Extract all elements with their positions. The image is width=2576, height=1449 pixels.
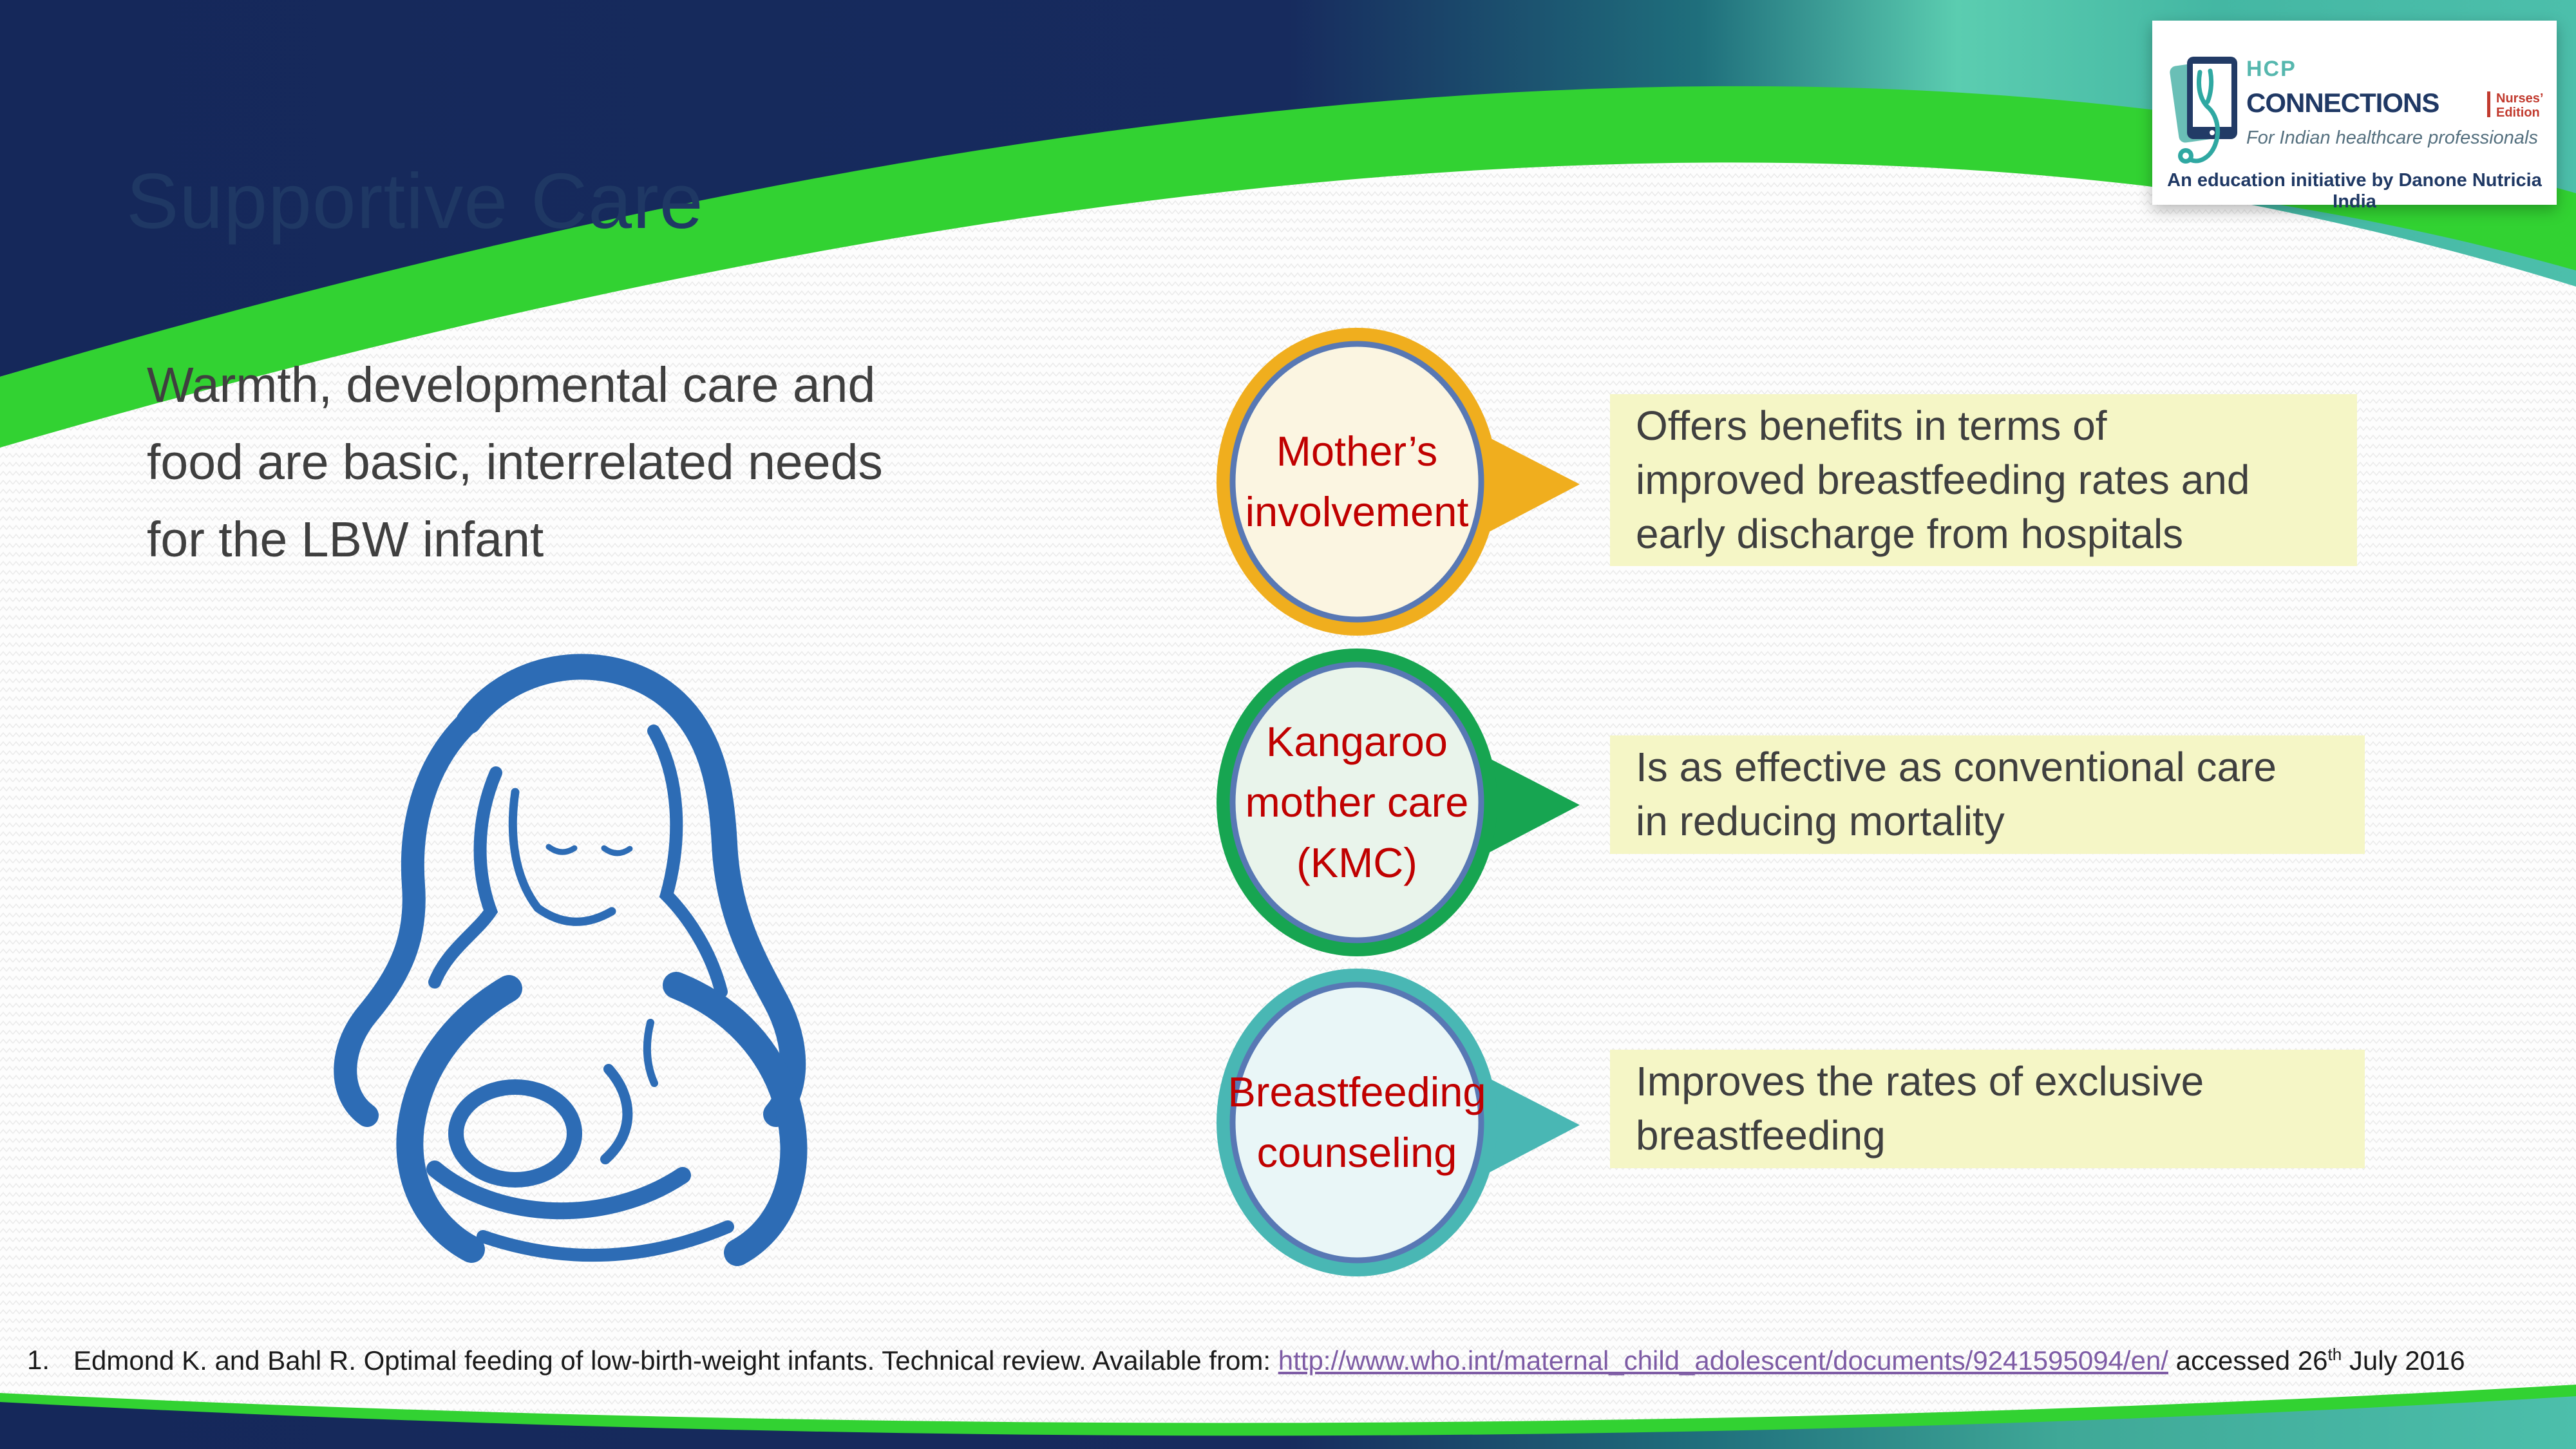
- tablet-stethoscope-icon: [2170, 57, 2237, 164]
- mother-breastfeeding-illustration: [334, 654, 808, 1266]
- bottom-banner: [0, 1385, 2576, 1449]
- bottom-banner-band: [0, 1391, 2576, 1449]
- footnote-number: 1.: [27, 1345, 50, 1375]
- footnote: 1. Edmond K. and Bahl R. Optimal feeding…: [27, 1345, 2539, 1376]
- footnote-text: Edmond K. and Bahl R. Optimal feeding of…: [73, 1345, 2465, 1376]
- description-box: Offers benefits in terms of improved bre…: [1610, 394, 2357, 567]
- circle-arrow-shape: [1217, 649, 1580, 956]
- logo-connections-text: CONNECTIONS: [2246, 88, 2439, 118]
- logo-divider: [2487, 91, 2490, 117]
- diagram-item-mothers-involvement: Mother’s involvement: [1216, 327, 1583, 636]
- circle-label: Kangaroo mother care (KMC): [1245, 717, 1469, 887]
- circle-arrow-shape: [1217, 328, 1580, 636]
- description-box: Improves the rates of exclusive breastfe…: [1610, 1050, 2365, 1168]
- intro-text: Warmth, developmental care and food are …: [147, 357, 883, 568]
- diagram-item-kangaroo-mother-care: Kangaroo mother care (KMC): [1216, 648, 1583, 957]
- logo-edition-text: Nurses’ Edition: [2496, 91, 2544, 120]
- logo-hcp-text: HCP: [2246, 57, 2297, 81]
- hcp-connections-logo: HCP CONNECTIONS Nurses’ Edition For Indi…: [2152, 21, 2557, 212]
- circle-label: Mother’s involvement: [1245, 427, 1469, 535]
- footnote-citation: Edmond K. and Bahl R. Optimal feeding of…: [73, 1345, 1278, 1376]
- diagram-item-breastfeeding-counseling: Breastfeeding counseling: [1216, 968, 1583, 1277]
- footnote-date: July 2016: [2342, 1345, 2465, 1376]
- top-banner: [0, 0, 2576, 448]
- circle-label: Breastfeeding counseling: [1227, 1068, 1486, 1176]
- footnote-accessed: accessed 26: [2168, 1345, 2328, 1376]
- footnote-link[interactable]: http://www.who.int/maternal_child_adoles…: [1278, 1345, 2168, 1376]
- footnote-superscript: th: [2327, 1345, 2342, 1364]
- description-box: Is as effective as conventional care in …: [1610, 735, 2365, 854]
- logo-initiative: An education initiative by Danone Nutric…: [2167, 170, 2542, 212]
- page-title: Supportive Care: [126, 157, 704, 245]
- top-banner-green-stripe: [0, 86, 2576, 448]
- bottom-banner-green-stripe: [0, 1385, 2576, 1436]
- circle-arrow-shape: [1217, 969, 1580, 1276]
- logo-tagline: For Indian healthcare professionals: [2246, 128, 2538, 148]
